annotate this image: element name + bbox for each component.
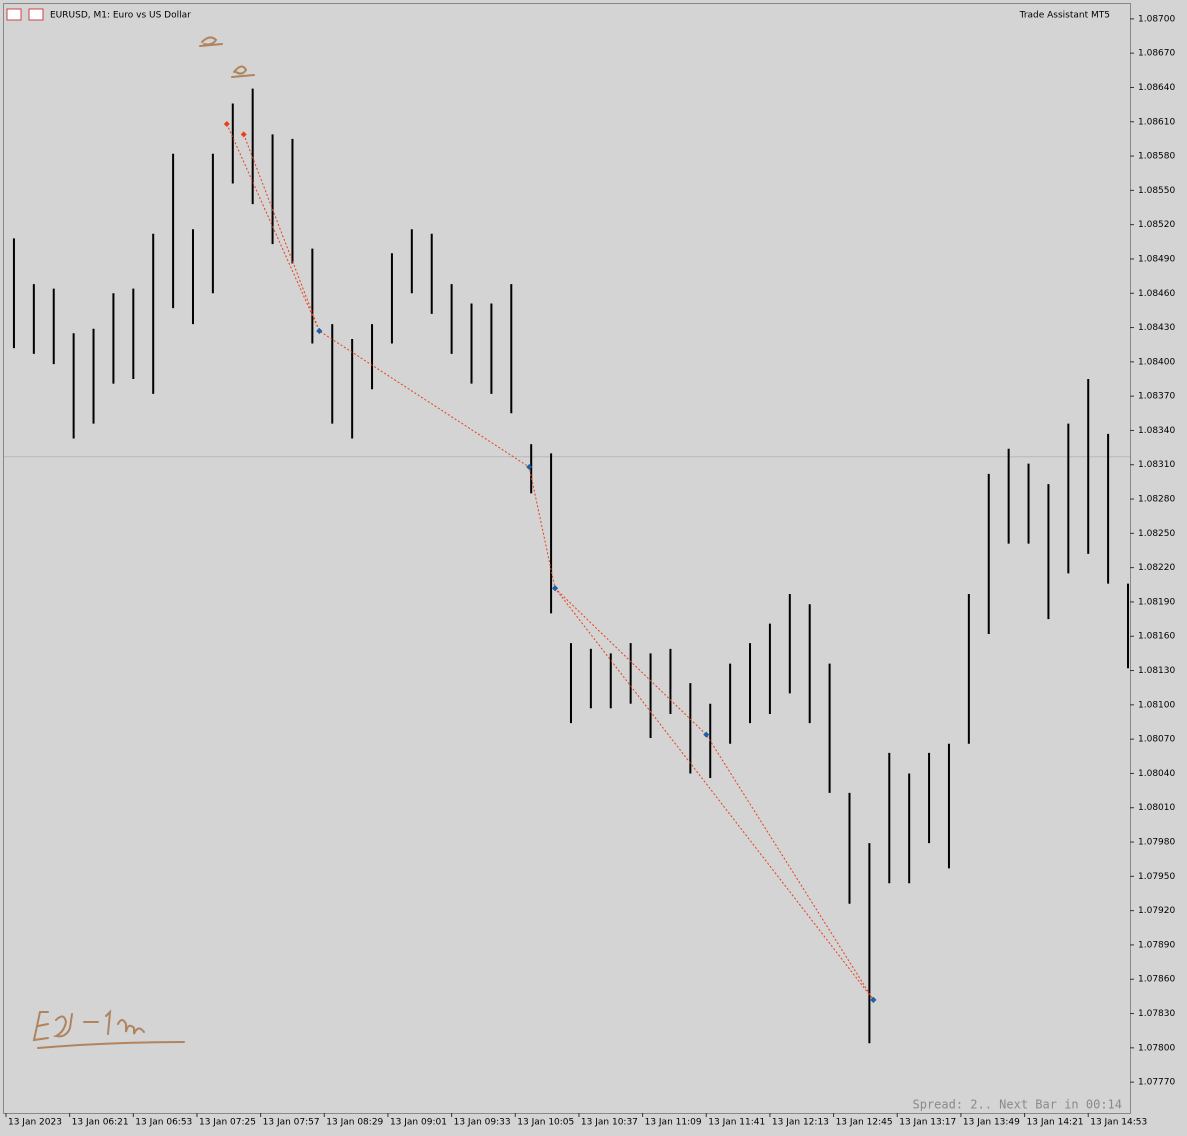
zigzag-point (240, 131, 247, 138)
y-tick-label: 1.07920 (1138, 906, 1175, 916)
y-tick-label: 1.07980 (1138, 838, 1175, 848)
x-tick-label: 13 Jan 14:53 (1090, 1118, 1147, 1128)
x-tick-label: 13 Jan 08:29 (326, 1118, 383, 1128)
y-tick-label: 1.07770 (1138, 1078, 1175, 1088)
y-tick-label: 1.08040 (1138, 769, 1175, 779)
x-tick-label: 13 Jan 09:33 (454, 1118, 511, 1128)
y-tick-label: 1.08190 (1138, 597, 1175, 607)
zigzag-line (243, 134, 320, 332)
x-tick-label: 13 Jan 07:25 (199, 1118, 256, 1128)
x-tick-label: 13 Jan 13:49 (963, 1118, 1020, 1128)
zigzag-point (526, 464, 533, 471)
y-tick-label: 1.08220 (1138, 563, 1175, 573)
y-tick-label: 1.08520 (1138, 220, 1175, 230)
y-tick-label: 1.07950 (1138, 872, 1175, 882)
x-tick-label: 13 Jan 09:01 (390, 1118, 447, 1128)
y-tick-label: 1.07830 (1138, 1009, 1175, 1019)
y-tick-label: 1.08100 (1138, 700, 1175, 710)
x-tick-label: 13 Jan 12:45 (836, 1118, 893, 1128)
hand-mark (199, 36, 223, 47)
y-tick-label: 1.08580 (1138, 152, 1175, 162)
y-tick-label: 1.08670 (1138, 49, 1175, 59)
y-tick-label: 1.07800 (1138, 1043, 1175, 1053)
zigzag-point (316, 327, 323, 334)
y-tick-label: 1.08160 (1138, 632, 1175, 642)
x-tick-label: 13 Jan 10:05 (517, 1118, 574, 1128)
x-tick-label: 13 Jan 10:37 (581, 1118, 638, 1128)
y-tick-label: 1.08700 (1138, 14, 1175, 24)
y-tick-label: 1.07890 (1138, 940, 1175, 950)
x-tick-label: 13 Jan 13:17 (899, 1118, 956, 1128)
indicator-label: Trade Assistant MT5 (1019, 11, 1110, 21)
icon (28, 8, 44, 21)
x-tick-label: 13 Jan 14:21 (1027, 1118, 1084, 1128)
x-tick-label: 13 Jan 12:13 (772, 1118, 829, 1128)
y-tick-label: 1.08400 (1138, 357, 1175, 367)
hand-label (32, 1009, 145, 1042)
x-tick-label: 13 Jan 06:21 (72, 1118, 129, 1128)
hand-underline (37, 1041, 185, 1049)
zigzag-point (552, 585, 559, 592)
y-tick-label: 1.08640 (1138, 83, 1175, 93)
y-tick-label: 1.08010 (1138, 803, 1175, 813)
x-tick-label: 13 Jan 2023 (8, 1118, 62, 1128)
y-tick-label: 1.08490 (1138, 254, 1175, 264)
x-tick-label: 13 Jan 06:53 (135, 1118, 192, 1128)
y-tick-label: 1.08250 (1138, 529, 1175, 539)
chart-title: EURUSD, M1: Euro vs US Dollar (50, 11, 191, 21)
y-tick-label: 1.08460 (1138, 289, 1175, 299)
y-tick-label: 1.08070 (1138, 735, 1175, 745)
y-tick-label: 1.08130 (1138, 666, 1175, 676)
zigzag-point (223, 121, 230, 128)
y-tick-label: 1.08310 (1138, 460, 1175, 470)
status-text: Spread: 2.. Next Bar in 00:14 (912, 1098, 1122, 1112)
x-tick-label: 13 Jan 11:09 (645, 1118, 702, 1128)
y-tick-label: 1.08280 (1138, 495, 1175, 505)
y-tick-label: 1.08370 (1138, 392, 1175, 402)
y-tick-label: 1.07860 (1138, 975, 1175, 985)
y-tick-label: 1.08430 (1138, 323, 1175, 333)
plot-frame (3, 3, 1131, 1114)
x-tick-label: 13 Jan 07:57 (263, 1118, 320, 1128)
y-tick-label: 1.08550 (1138, 186, 1175, 196)
y-tick-label: 1.08610 (1138, 117, 1175, 127)
hand-mark (231, 65, 255, 78)
icon (6, 8, 22, 21)
hand-drawing (32, 36, 255, 1049)
zigzag-point (703, 731, 710, 738)
x-tick-label: 13 Jan 11:41 (708, 1118, 765, 1128)
zigzag-point (870, 996, 877, 1003)
y-tick-label: 1.08340 (1138, 426, 1175, 436)
